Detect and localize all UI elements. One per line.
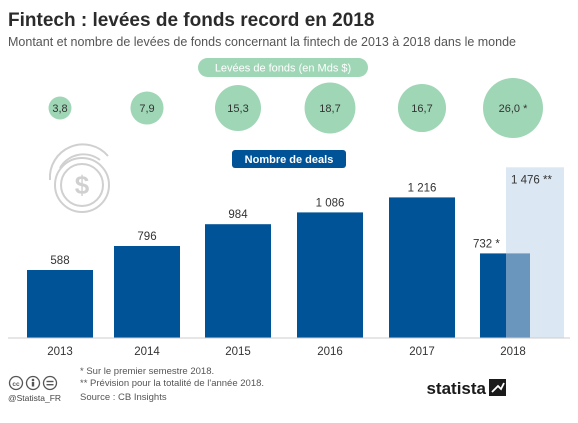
bubble-2015 — [214, 84, 262, 132]
note-source: Source : CB Insights — [80, 392, 167, 403]
bubble-2013 — [48, 96, 72, 120]
bars-group: 588 796 984 1 086 1 216 732 * 1 476 ** — [27, 167, 564, 338]
x-axis-ticks: 2013 2014 2015 2016 2017 2018 — [47, 346, 526, 358]
svg-text:cc: cc — [12, 381, 20, 388]
note-forecast: ** Prévision pour la totalité de l'année… — [80, 378, 264, 389]
bar-2013 — [27, 270, 93, 338]
bar-2018 — [480, 253, 506, 338]
x-tick-2014: 2014 — [134, 346, 160, 358]
bar-2016 — [297, 212, 363, 338]
bars-header: Nombre de deals — [232, 150, 346, 168]
bar-2014 — [114, 246, 180, 338]
footer-handle: @Statista_FR — [8, 393, 61, 403]
cc-icon: cc — [8, 375, 24, 391]
bubble-label-2015: 15,3 — [227, 103, 248, 115]
chart-title: Fintech : levées de fonds record en 2018 — [8, 10, 374, 31]
svg-text:$: $ — [75, 170, 90, 200]
bar-label-2013: 588 — [50, 255, 69, 267]
bar-projection-2018 — [506, 253, 530, 338]
bar-2015 — [205, 224, 271, 338]
bubbles-header-pill — [198, 58, 368, 77]
x-tick-2015: 2015 — [225, 346, 251, 358]
bars-header-pill — [232, 150, 346, 168]
chart-subtitle: Montant et nombre de levées de fonds con… — [8, 35, 516, 49]
bar-2017 — [389, 197, 455, 338]
x-tick-2013: 2013 — [47, 346, 73, 358]
equal-icon — [42, 375, 58, 391]
bubble-label-2014: 7,9 — [139, 103, 154, 115]
bubble-2016 — [304, 82, 356, 134]
statista-logo-icon — [489, 379, 506, 396]
bubbles-header: Levées de fonds (en Mds $) — [198, 58, 368, 77]
bubbles-group: 3,8 7,9 15,3 18,7 16,7 26,0 * — [48, 78, 543, 138]
bubble-label-2018: 26,0 * — [499, 103, 528, 115]
bar-label-2014: 796 — [137, 231, 156, 243]
dollar-coin-icon: $ — [48, 143, 110, 213]
x-tick-2017: 2017 — [409, 346, 435, 358]
bar-projection-label-2018: 1 476 ** — [511, 174, 552, 186]
note-first-half: * Sur le premier semestre 2018. — [80, 366, 214, 377]
statista-logo: statista — [426, 379, 486, 398]
x-tick-2016: 2016 — [317, 346, 343, 358]
bubble-2018 — [483, 78, 543, 138]
bar-label-2016: 1 086 — [316, 197, 345, 209]
bars-header-label: Nombre de deals — [245, 154, 334, 166]
bubble-label-2013: 3,8 — [52, 103, 67, 115]
attribution-icon — [25, 375, 41, 391]
bar-label-2017: 1 216 — [408, 182, 437, 194]
bubble-2014 — [130, 91, 164, 125]
license-icons: cc — [8, 375, 58, 391]
x-tick-2018: 2018 — [500, 346, 526, 358]
bubbles-header-label: Levées de fonds (en Mds $) — [215, 63, 351, 75]
bar-label-2015: 984 — [228, 209, 248, 221]
bubble-label-2017: 16,7 — [411, 103, 432, 115]
bubble-2017 — [397, 83, 447, 133]
bar-label-2018: 732 * — [473, 238, 500, 250]
bubble-label-2016: 18,7 — [319, 103, 340, 115]
